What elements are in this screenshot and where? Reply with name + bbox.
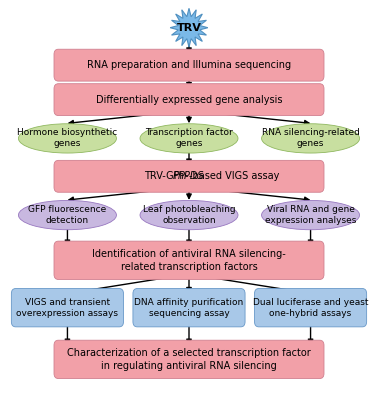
Text: Identification of antiviral RNA silencing-
related transcription factors: Identification of antiviral RNA silencin… xyxy=(92,249,286,272)
Text: Transcription factor
genes: Transcription factor genes xyxy=(145,128,233,148)
Text: TRV: TRV xyxy=(177,23,201,33)
Text: RNA silencing-related
genes: RNA silencing-related genes xyxy=(262,128,359,148)
Text: Dual luciferase and yeast
one-hybrid assays: Dual luciferase and yeast one-hybrid ass… xyxy=(253,298,368,318)
FancyBboxPatch shape xyxy=(54,84,324,116)
Polygon shape xyxy=(170,8,208,47)
Text: Leaf photobleaching
observation: Leaf photobleaching observation xyxy=(143,205,235,225)
Ellipse shape xyxy=(19,124,116,153)
Text: Differentially expressed gene analysis: Differentially expressed gene analysis xyxy=(96,95,282,105)
Text: Characterization of a selected transcription factor
in regulating antiviral RNA : Characterization of a selected transcrip… xyxy=(67,348,311,370)
Text: Viral RNA and gene
expression analyses: Viral RNA and gene expression analyses xyxy=(265,205,356,225)
Text: TRV-GFP-: TRV-GFP- xyxy=(144,171,189,181)
FancyBboxPatch shape xyxy=(133,288,245,327)
Ellipse shape xyxy=(262,124,359,153)
Text: RNA preparation and Illumina sequencing: RNA preparation and Illumina sequencing xyxy=(87,60,291,70)
FancyBboxPatch shape xyxy=(254,288,367,327)
Text: PhPDS: PhPDS xyxy=(173,171,205,181)
FancyBboxPatch shape xyxy=(54,340,324,378)
FancyBboxPatch shape xyxy=(54,241,324,280)
Text: GFP fluorescence
detection: GFP fluorescence detection xyxy=(28,205,107,225)
Ellipse shape xyxy=(19,200,116,230)
FancyBboxPatch shape xyxy=(11,288,124,327)
Ellipse shape xyxy=(262,200,359,230)
Ellipse shape xyxy=(140,124,238,153)
Text: -based VIGS assay: -based VIGS assay xyxy=(189,171,279,181)
Text: DNA affinity purification
sequencing assay: DNA affinity purification sequencing ass… xyxy=(134,298,244,318)
Ellipse shape xyxy=(140,200,238,230)
FancyBboxPatch shape xyxy=(54,49,324,81)
Text: Hormone biosynthetic
genes: Hormone biosynthetic genes xyxy=(17,128,118,148)
FancyBboxPatch shape xyxy=(54,160,324,192)
Text: VIGS and transient
overexpression assays: VIGS and transient overexpression assays xyxy=(16,298,118,318)
